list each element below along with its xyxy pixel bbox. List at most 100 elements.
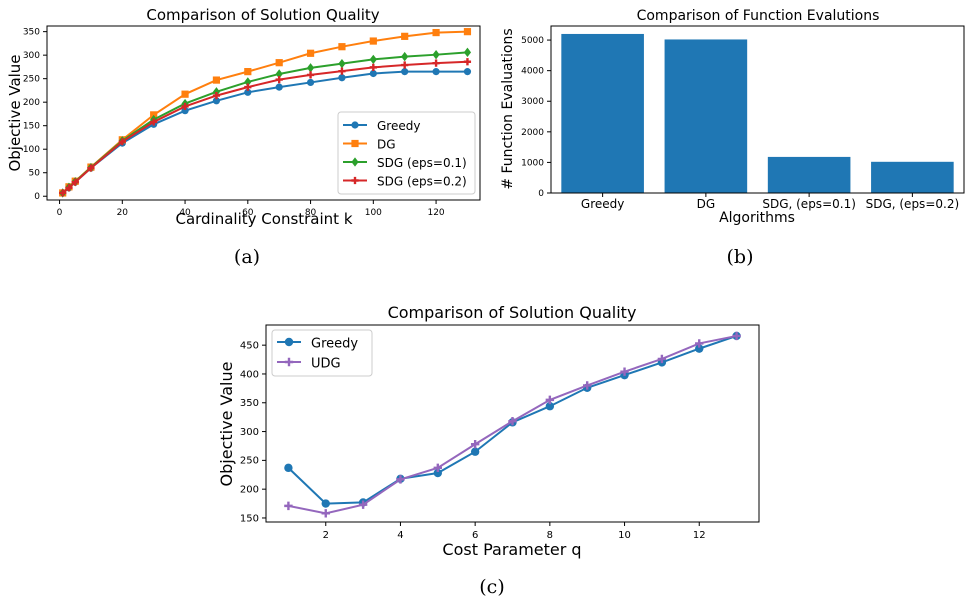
- chart-b-bars: Greedy DG SDG, (eps=0.1) SDG, (eps=0.2): [561, 33, 960, 211]
- chart-c-title: Comparison of Solution Quality: [388, 303, 637, 322]
- data-point-0: [306, 78, 315, 87]
- data-point-3: [181, 102, 189, 111]
- chart-a-legend: Greedy DG SDG (eps=0.1) SDG (eps=0.2): [337, 111, 476, 195]
- data-point-2: [212, 87, 221, 97]
- data-point-0: [275, 83, 283, 91]
- chart-b-y-ticks: 0 1000 2000 3000 4000 5000: [521, 36, 551, 199]
- chart-c-frame: [265, 324, 760, 523]
- data-point-3: [306, 71, 315, 79]
- data-point-3: [118, 138, 126, 146]
- chart-b-xlabel: Algorithms: [719, 210, 795, 226]
- data-point-1: [732, 331, 741, 341]
- chart-c: Comparison of Solution Quality 150 200 250…: [217, 303, 760, 598]
- data-point-1: [275, 59, 283, 67]
- data-point-1: [508, 416, 517, 426]
- legend-marker: [351, 121, 359, 129]
- x-tick-label: DG: [697, 197, 716, 211]
- data-point-1: [396, 475, 405, 484]
- chart-a-title: Comparison of Solution Quality: [146, 6, 379, 24]
- data-point-2: [401, 51, 409, 62]
- data-point-1: [470, 440, 480, 449]
- chart-a-ylabel: Objective Value: [6, 54, 24, 171]
- legend-label: SDG (eps=0.2): [377, 175, 467, 189]
- y-tick-label: 250: [240, 456, 259, 467]
- data-point-0: [369, 69, 377, 78]
- data-point-1: [338, 43, 346, 51]
- x-tick-label: 120: [427, 208, 444, 218]
- x-tick-label: 4: [397, 530, 403, 541]
- x-tick-label: 0: [57, 208, 63, 218]
- y-tick-label: 350: [240, 398, 259, 409]
- data-point-0: [463, 68, 472, 76]
- data-point-1: [695, 339, 704, 348]
- legend-marker: [284, 337, 294, 347]
- bar-2: [767, 156, 851, 193]
- x-tick-label: 100: [365, 208, 382, 218]
- data-point-1: [150, 111, 158, 119]
- x-tick-label: 60: [242, 208, 254, 218]
- data-point-0: [244, 88, 252, 96]
- x-tick-label: 80: [305, 208, 317, 218]
- legend-label: DG: [377, 138, 396, 152]
- data-point-3: [244, 83, 252, 91]
- data-point-1: [284, 501, 293, 511]
- x-tick-label: 12: [693, 530, 706, 541]
- legend-label: SDG (eps=0.1): [377, 156, 467, 170]
- y-tick-label: 3000: [521, 97, 544, 107]
- x-tick-label: 10: [618, 530, 631, 541]
- data-point-2: [338, 58, 346, 69]
- bar-1: [664, 39, 748, 194]
- data-point-0: [432, 68, 440, 76]
- x-tick-label: Greedy: [581, 197, 624, 211]
- x-tick-label: 6: [472, 530, 478, 541]
- data-point-1: [369, 37, 377, 45]
- chart-b-frame: [550, 25, 965, 194]
- chart-a-xlabel: Cardinality Constraint k: [175, 210, 352, 228]
- chart-a: Comparison of Solution Quality 0 50 100 150…: [6, 6, 481, 268]
- data-point-2: [432, 50, 440, 60]
- y-tick-label: 200: [240, 485, 259, 496]
- y-tick-label: 250: [23, 75, 40, 85]
- y-tick-label: 300: [240, 427, 259, 438]
- y-tick-label: 0: [34, 192, 40, 202]
- x-tick-label: 40: [179, 208, 191, 218]
- x-tick-label: 8: [547, 530, 553, 541]
- y-tick-label: 200: [23, 98, 40, 108]
- data-point-1: [620, 367, 629, 376]
- legend-label: Greedy: [377, 119, 420, 133]
- chart-c-x-ticks: 2 4 6 8 10 12: [323, 522, 706, 541]
- legend-marker: [284, 357, 294, 367]
- chart-a-series: [59, 28, 472, 198]
- y-tick-label: 450: [240, 340, 259, 351]
- data-point-0: [470, 447, 480, 456]
- chart-c-y-ticks: 150 200 250 300 350 400 450: [240, 340, 266, 524]
- data-point-1: [463, 28, 472, 36]
- caption-a: (a): [234, 246, 260, 268]
- chart-c-legend: Greedy UDG: [271, 329, 373, 377]
- data-point-0: [321, 499, 330, 508]
- data-point-3: [275, 76, 283, 84]
- caption-b: (b): [727, 246, 754, 268]
- chart-b-title: Comparison of Function Evalutions: [637, 8, 880, 24]
- chart-c-xlabel: Cost Parameter q: [442, 540, 581, 559]
- data-point-1: [401, 32, 409, 40]
- data-point-3: [150, 118, 158, 126]
- x-tick-label: SDG, (eps=0.2): [866, 197, 960, 211]
- chart-a-y-ticks: 0 50 100 150 200 250 300 350: [23, 28, 47, 202]
- data-point-1: [582, 381, 592, 390]
- data-point-0: [338, 74, 346, 82]
- series-line-3: [62, 60, 468, 194]
- data-point-3: [65, 184, 73, 192]
- data-point-1: [657, 354, 667, 364]
- data-point-0: [401, 68, 409, 76]
- data-point-3: [212, 92, 221, 100]
- chart-a-legend-box: [337, 111, 476, 195]
- data-point-0: [212, 97, 221, 105]
- data-point-3: [432, 59, 440, 67]
- y-tick-label: 2000: [521, 128, 544, 138]
- chart-a-frame: [46, 25, 481, 201]
- data-point-1: [306, 49, 315, 57]
- x-tick-label: 20: [117, 208, 129, 218]
- data-point-3: [463, 58, 472, 66]
- y-tick-label: 5000: [521, 36, 544, 46]
